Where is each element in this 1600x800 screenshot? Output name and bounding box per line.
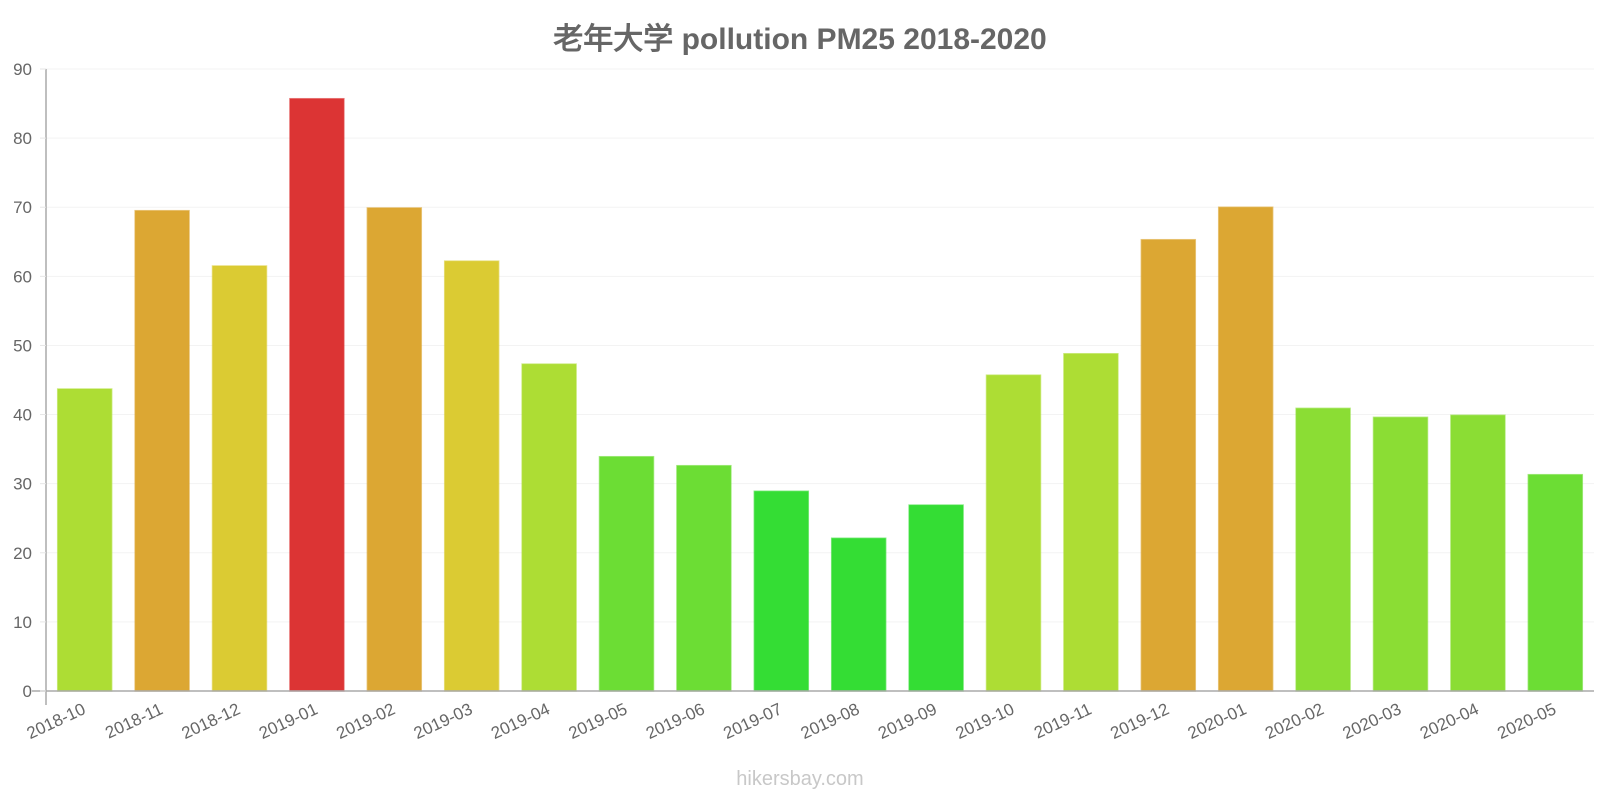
bar-2019-11[interactable] — [1063, 352, 1119, 692]
x-tick-label: 2020-04 — [1417, 699, 1482, 743]
y-tick-label: 90 — [13, 60, 32, 79]
x-tick-label: 2019-02 — [333, 699, 398, 743]
bar-2020-01[interactable] — [1217, 206, 1274, 692]
bar-2019-01[interactable] — [289, 97, 345, 692]
x-tick-label: 2019-10 — [953, 699, 1018, 743]
y-tick-label: 40 — [13, 406, 32, 425]
source-watermark: hikersbay.com — [736, 768, 864, 790]
y-tick-label: 20 — [13, 544, 32, 563]
x-tick-label: 2019-12 — [1107, 699, 1172, 743]
chart-title: 老年大学 pollution PM25 2018-2020 — [553, 23, 1047, 56]
y-tick-label: 0 — [23, 682, 32, 701]
bar-2019-12[interactable] — [1140, 238, 1197, 692]
x-tick-label: 2018-11 — [102, 699, 165, 742]
bars — [56, 97, 1584, 692]
x-tick-label: 2020-01 — [1185, 699, 1250, 743]
bar-2019-06[interactable] — [676, 464, 732, 692]
y-tick-label: 70 — [13, 198, 32, 217]
bar-2019-08[interactable] — [830, 537, 887, 692]
bar-2019-09[interactable] — [908, 504, 964, 692]
axes — [32, 69, 1594, 705]
bar-2019-10[interactable] — [985, 374, 1042, 692]
x-tick-label: 2018-10 — [24, 699, 89, 743]
bar-2019-05[interactable] — [598, 455, 655, 692]
bar-2019-03[interactable] — [443, 260, 500, 692]
x-axis-ticks: 2018-10 2018-11 2018-12 2019-01 2019-02 2019-… — [24, 699, 1559, 743]
gridlines — [46, 68, 1594, 623]
x-tick-label: 2019-03 — [411, 699, 476, 743]
bar-2020-02[interactable] — [1295, 407, 1351, 692]
y-axis-ticks: 0 10 20 30 40 50 60 70 80 90 — [13, 60, 46, 701]
x-tick-label: 2019-04 — [488, 699, 553, 743]
bar-2020-03[interactable] — [1372, 416, 1429, 692]
x-tick-label: 2019-07 — [720, 699, 785, 743]
bar-2018-12[interactable] — [211, 265, 268, 692]
bar-2019-07[interactable] — [753, 490, 810, 692]
bar-2020-04[interactable] — [1450, 414, 1506, 692]
x-tick-label: 2019-01 — [256, 699, 321, 743]
y-tick-label: 10 — [13, 613, 32, 632]
x-tick-label: 2019-09 — [875, 699, 940, 743]
x-tick-label: 2019-08 — [798, 699, 863, 743]
bar-2019-02[interactable] — [366, 207, 423, 692]
y-tick-label: 80 — [13, 129, 32, 148]
x-tick-label: 2018-12 — [179, 699, 244, 743]
x-tick-label: 2020-02 — [1262, 699, 1327, 743]
y-tick-label: 30 — [13, 475, 32, 494]
x-tick-label: 2020-05 — [1494, 699, 1559, 743]
x-tick-label: 2019-11 — [1031, 699, 1094, 742]
y-tick-label: 50 — [13, 336, 32, 355]
y-tick-label: 60 — [13, 267, 32, 286]
x-tick-label: 2019-06 — [643, 699, 708, 743]
bar-2020-05[interactable] — [1527, 473, 1584, 692]
bar-2018-10[interactable] — [56, 388, 113, 692]
bar-2019-04[interactable] — [521, 363, 577, 692]
bar-2018-11[interactable] — [134, 209, 190, 692]
x-tick-label: 2020-03 — [1340, 699, 1405, 743]
x-tick-label: 2019-05 — [566, 699, 631, 743]
